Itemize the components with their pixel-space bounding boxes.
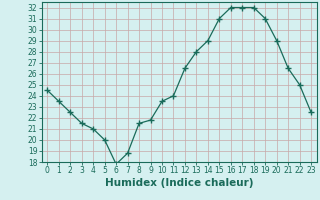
X-axis label: Humidex (Indice chaleur): Humidex (Indice chaleur) — [105, 178, 253, 188]
